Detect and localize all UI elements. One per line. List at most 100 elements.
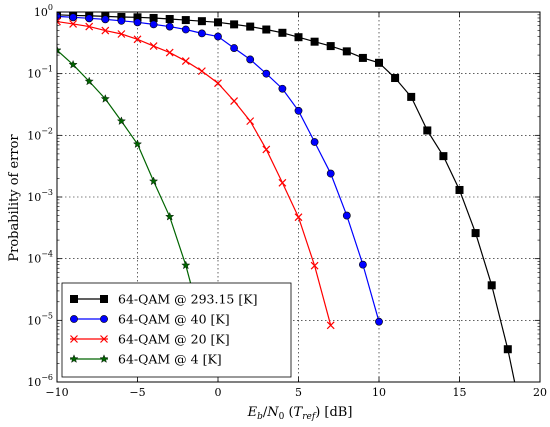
series-line [57,20,332,326]
data-point-square [181,16,190,25]
data-point-square [262,25,271,34]
y-axis: 100 10−1 10−2 10−3 10−4 10−5 10−6 [27,3,540,389]
data-point-circle [117,16,126,25]
x-axis: −10 −5 0 5 10 15 20 [45,12,547,399]
data-point-square [407,92,416,101]
data-point-circle [181,25,190,34]
y-axis-label: Probability of error [7,134,22,262]
data-point-circle [326,169,335,178]
data-point-x [70,335,78,343]
data-point-circle [85,14,94,23]
y-tick-label: 100 [34,3,53,19]
data-point-x [100,335,108,343]
data-point-star [84,76,94,86]
data-point-x [278,178,287,187]
y-tick-label: 10−2 [27,126,53,142]
x-tick-label: 15 [453,386,467,399]
y-tick-label: 10−3 [27,188,53,204]
x-tick-label: −5 [129,386,145,399]
data-point-circle [70,315,78,323]
series-line [57,49,203,326]
data-point-x [197,67,206,76]
data-point-circle [69,13,77,22]
data-point-x [117,30,126,38]
x-tick-label: 20 [533,386,547,399]
legend-label: 64-QAM @ 4 [K] [118,352,222,367]
data-point-x [326,321,335,330]
data-point-circle [214,32,222,41]
data-point-circle [230,44,238,52]
data-point-square [487,281,496,290]
data-point-circle [100,315,108,323]
data-point-x [294,213,303,222]
data-point-star [69,354,79,363]
data-point-circle [197,29,206,38]
data-point-x [57,17,61,26]
y-tick-label: 10−5 [27,311,53,327]
data-point-x [214,79,222,88]
data-point-circle [375,317,383,326]
legend-label: 64-QAM @ 40 [K] [118,312,230,327]
data-point-x [133,35,142,44]
series-2 [57,12,383,326]
data-point-square [326,42,335,51]
data-point-square [310,37,319,46]
legend: 64-QAM @ 293.15 [K] 64-QAM @ 40 [K] 64-QAM… [61,282,292,378]
data-point-x [246,117,255,126]
data-point-circle [149,20,158,29]
data-point-circle [246,55,255,64]
data-point-square [503,345,512,354]
data-point-x [85,22,94,31]
data-point-circle [165,22,174,31]
data-point-x [262,145,271,154]
data-point-square [423,126,432,135]
data-point-x [310,261,319,270]
data-point-square [100,295,108,303]
y-tick-label: 10−4 [27,250,53,266]
x-tick-label: 5 [295,386,302,399]
data-point-circle [133,18,142,27]
data-point-circle [278,84,287,93]
x-tick-label: 10 [372,386,386,399]
data-point-square [149,13,158,22]
series-layer [57,12,516,382]
data-point-square [358,53,367,62]
data-point-square [471,229,480,238]
data-point-circle [358,260,367,269]
data-point-circle [310,138,319,146]
data-point-star [100,94,110,103]
data-point-circle [262,69,271,78]
data-point-star [181,260,191,270]
data-point-square [342,47,351,56]
data-point-x [101,26,110,35]
data-point-x [230,97,239,105]
data-point-square [391,74,400,83]
data-point-star [116,116,126,125]
x-axis-label: Eb/N0 (Tref) [dB] [247,405,353,422]
data-point-x [149,42,158,51]
data-point-square [230,20,239,29]
data-point-square [197,17,206,26]
data-point-square [375,58,383,67]
data-point-square [165,14,174,23]
data-point-square [246,22,255,31]
data-point-star [149,176,159,186]
legend-label: 64-QAM @ 20 [K] [118,332,230,347]
x-tick-label: 0 [215,386,222,399]
data-point-x [69,20,78,28]
data-point-star [99,354,109,363]
data-point-circle [101,15,110,24]
series-3 [57,17,335,330]
data-point-star [132,139,143,148]
data-point-star [57,45,62,55]
data-point-square [278,28,287,37]
data-point-square [439,152,448,161]
data-point-star [165,211,175,221]
data-point-square [70,295,78,303]
legend-label: 64-QAM @ 293.15 [K] [118,292,257,307]
data-point-circle [342,211,351,220]
data-point-square [214,18,222,27]
data-point-x [181,57,190,66]
data-point-square [455,185,464,194]
